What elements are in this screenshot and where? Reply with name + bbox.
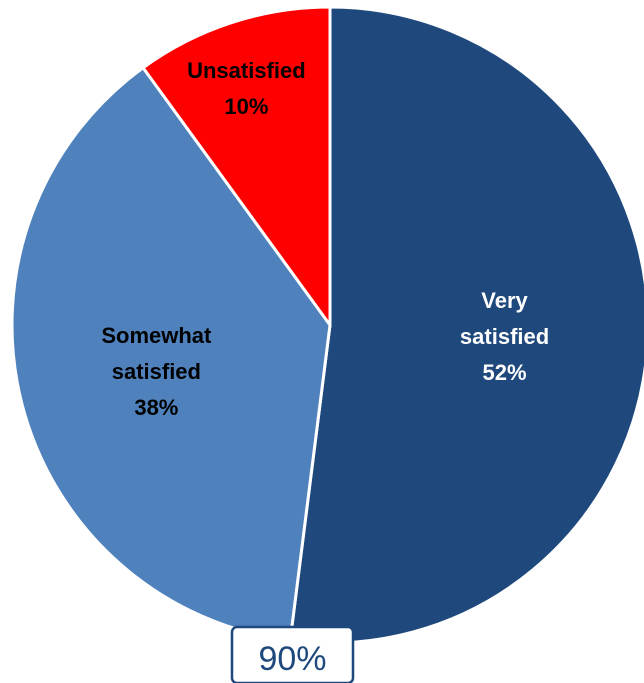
slice-value-label: 52% [483,360,527,385]
slice-label-somewhat-satisfied: Somewhat satisfied 38% [101,323,212,420]
pie-slice-somewhat-satisfied [10,66,332,642]
callout: 90% [230,625,355,683]
slice-labels: Very satisfied 52% Somewhat satisfied 38% Unsa… [101,58,549,420]
slice-category-label: satisfied [460,324,549,349]
slice-category-label: satisfied [112,359,201,384]
callout-box [230,625,355,683]
slice-value-label: 10% [224,94,268,119]
slice-category-label: Somewhat [101,323,212,348]
slice-label-unsatisfied: Unsatisfied 10% [187,58,306,119]
callout-text: 90% [258,640,326,678]
slice-label-very-satisfied: Very satisfied 52% [460,288,549,385]
slice-value-label: 38% [134,395,178,420]
slice-category-label: Unsatisfied [187,58,306,83]
pie-slices [10,5,644,645]
pie-slice-very-satisfied [288,5,644,645]
pie-slice-unsatisfied [141,5,332,327]
slice-category-label: Very [481,288,528,313]
